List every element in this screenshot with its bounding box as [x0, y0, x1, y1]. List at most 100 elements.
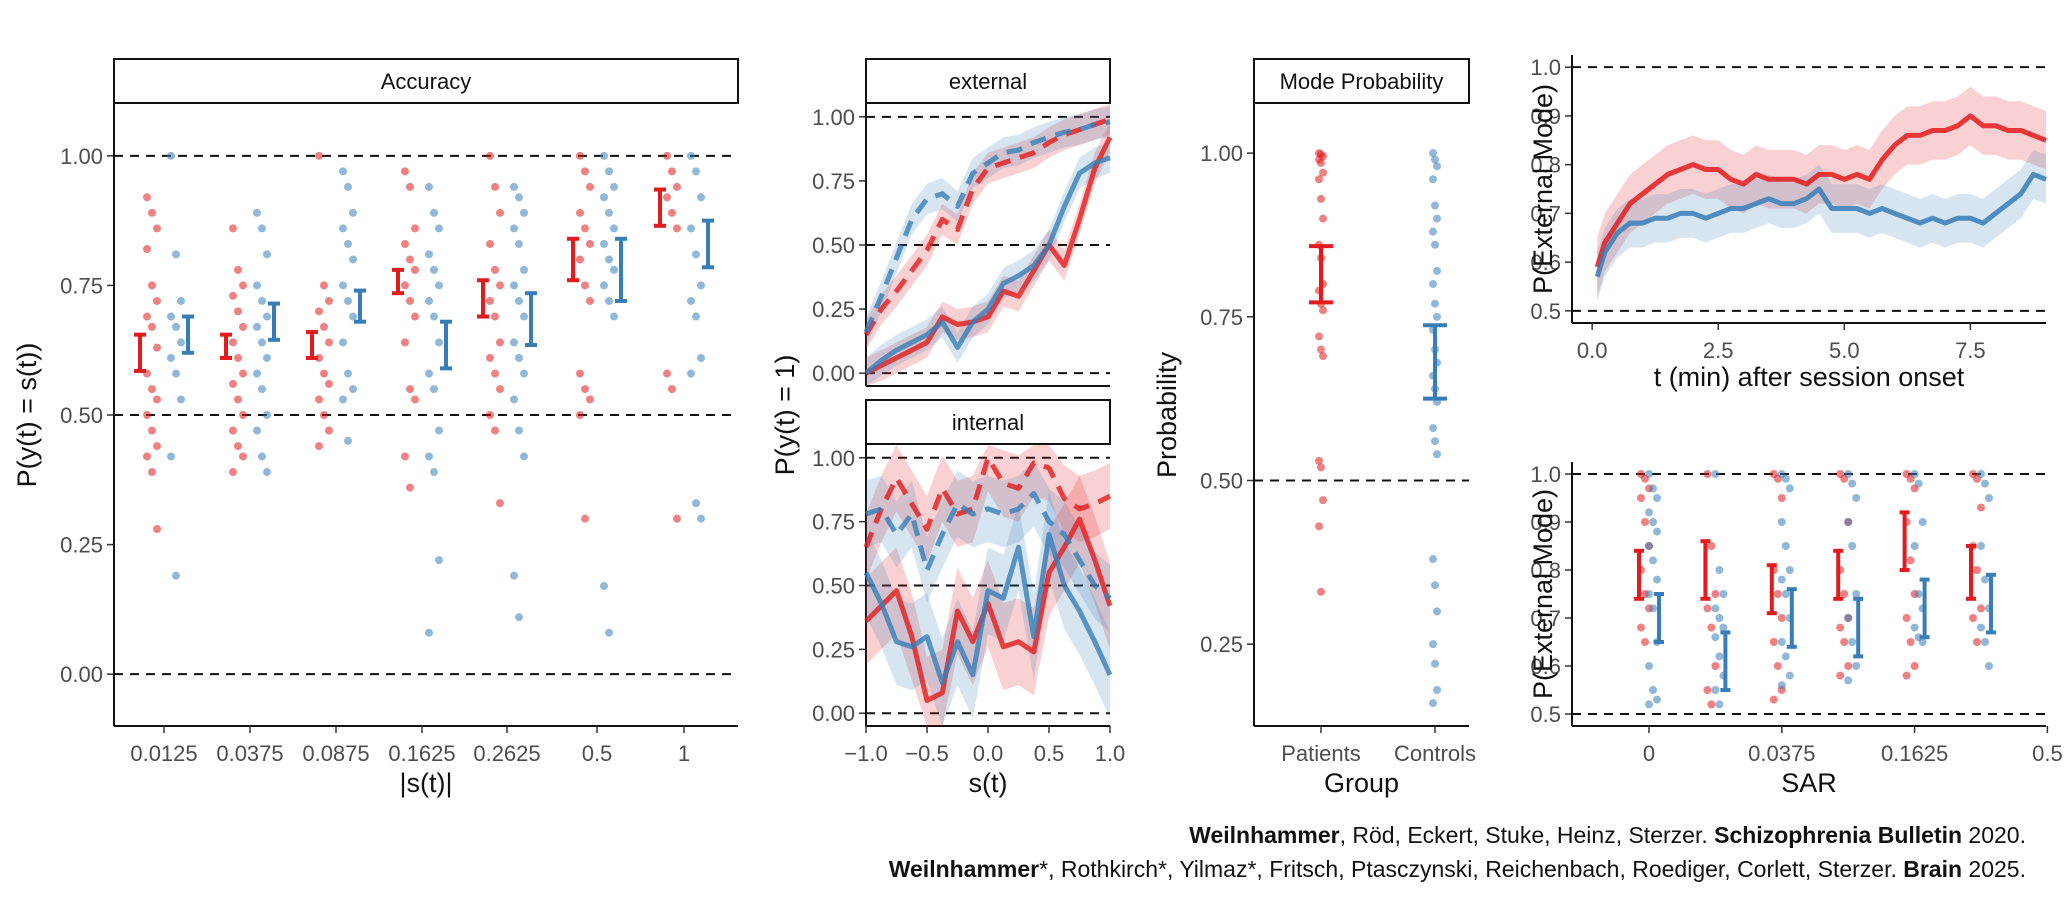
data-point — [349, 208, 357, 217]
data-point — [1773, 590, 1782, 598]
data-point — [239, 322, 247, 331]
data-point — [435, 556, 443, 565]
data-point — [1777, 518, 1786, 526]
data-point — [1977, 604, 1985, 613]
x-tick-label: Controls — [1394, 741, 1476, 766]
facet-strip — [113, 58, 739, 104]
data-point — [1637, 623, 1645, 632]
data-point — [153, 296, 161, 305]
data-point — [172, 322, 180, 331]
data-point — [315, 151, 323, 160]
data-point — [263, 411, 271, 419]
data-point — [1649, 484, 1657, 493]
data-point — [1711, 604, 1720, 613]
data-point — [1319, 168, 1327, 177]
data-point — [1852, 494, 1861, 502]
data-point — [1649, 518, 1657, 526]
data-point — [486, 151, 494, 160]
y-tick-label: 0.25 — [60, 533, 103, 558]
x-tick-label: Patients — [1281, 741, 1361, 766]
x-tick-label: 0 — [1643, 741, 1655, 766]
data-point — [586, 296, 594, 305]
data-point — [1906, 556, 1915, 565]
data-point — [687, 151, 695, 160]
data-point — [1319, 306, 1327, 315]
data-point — [435, 224, 443, 233]
data-point — [687, 296, 695, 305]
data-point — [143, 452, 151, 461]
y-tick-label: 0.50 — [812, 574, 855, 599]
data-point — [1433, 214, 1441, 223]
data-point — [1431, 659, 1439, 668]
data-point — [153, 442, 161, 451]
y-tick-label: 0.25 — [812, 297, 855, 322]
data-point — [1637, 494, 1645, 502]
data-point — [1431, 201, 1439, 210]
data-point — [496, 208, 504, 217]
solid-series-line — [863, 531, 1113, 686]
data-point — [258, 452, 266, 461]
data-point — [600, 281, 608, 290]
data-point — [668, 167, 676, 176]
data-point — [401, 452, 409, 461]
data-point — [491, 312, 499, 321]
facet-strip-label: Accuracy — [381, 69, 471, 94]
data-point — [1977, 623, 1985, 632]
x-tick-label: 0.2625 — [473, 741, 540, 766]
data-point — [496, 281, 504, 290]
x-tick-label: −0.5 — [905, 741, 948, 766]
data-point — [258, 385, 266, 394]
confidence-band — [866, 106, 1110, 348]
data-point — [1711, 662, 1720, 670]
data-point — [1429, 555, 1437, 564]
data-point — [491, 182, 499, 191]
data-point — [515, 426, 523, 435]
data-point — [344, 239, 352, 248]
data-point — [258, 224, 266, 233]
data-point — [692, 499, 700, 508]
y-tick-label: 0.75 — [812, 169, 855, 194]
data-point — [411, 224, 419, 233]
data-point — [697, 193, 705, 202]
y-tick-label: 1.00 — [1200, 141, 1243, 166]
confidence-band — [866, 445, 1110, 581]
data-point — [673, 514, 681, 523]
data-point — [1319, 214, 1327, 223]
data-point — [496, 338, 504, 347]
x-tick-label: 0.0125 — [130, 741, 197, 766]
data-point — [406, 182, 414, 191]
data-point — [586, 182, 594, 191]
data-point — [148, 468, 156, 477]
data-point — [1852, 662, 1861, 670]
data-point — [1429, 640, 1437, 649]
data-point — [435, 338, 443, 347]
data-point — [1433, 607, 1441, 616]
series-line — [1594, 113, 2047, 268]
data-point — [1977, 542, 1985, 550]
y-tick-label: 0.00 — [60, 662, 103, 687]
data-point — [610, 224, 618, 233]
data-point — [1902, 671, 1911, 680]
y-tick-label: 1.0 — [1530, 462, 1561, 487]
data-point — [1785, 671, 1794, 680]
data-point — [339, 167, 347, 176]
data-point — [148, 322, 156, 331]
y-tick-label: 0.75 — [812, 510, 855, 535]
data-point — [167, 452, 175, 461]
dashed-series-line — [865, 491, 1112, 601]
data-point — [1433, 312, 1441, 321]
y-tick-label: 0.75 — [1200, 305, 1243, 330]
data-point — [510, 224, 518, 233]
data-point — [172, 369, 180, 378]
data-point — [148, 426, 156, 435]
data-point — [605, 167, 613, 176]
data-point — [1315, 332, 1323, 341]
data-point — [263, 468, 271, 477]
data-point — [610, 312, 618, 321]
data-point — [610, 182, 618, 191]
data-point — [1715, 652, 1724, 661]
facet-strip-label: internal — [952, 410, 1024, 435]
data-point — [229, 291, 237, 300]
data-point — [349, 255, 357, 264]
data-point — [600, 151, 608, 160]
